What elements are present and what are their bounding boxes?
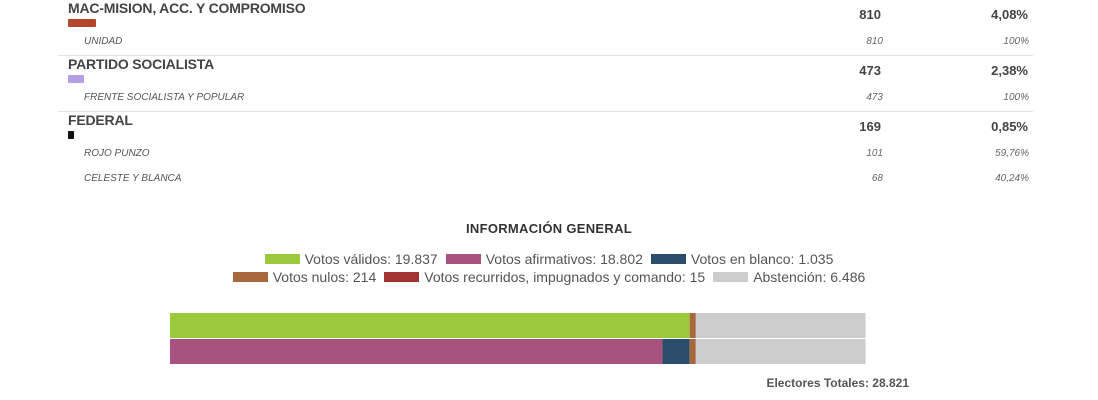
- general-info-title: INFORMACIÓN GENERAL: [465, 221, 633, 236]
- legend-swatch: [445, 254, 481, 265]
- legend-label: Votos afirmativos: 18.802: [485, 251, 643, 267]
- electores-totales: Electores Totales: 28.821: [766, 376, 909, 390]
- list-name: UNIDAD: [84, 36, 123, 47]
- party-header: FEDERAL 169 0,85%: [58, 112, 1033, 142]
- party-header: MAC-MISION, ACC. Y COMPROMISO 810 4,08%: [58, 0, 1033, 30]
- party-name: MAC-MISION, ACC. Y COMPROMISO: [68, 0, 306, 16]
- legend-label: Votos en blanco: 1.035: [690, 251, 834, 267]
- list-row: UNIDAD 810 100%: [58, 36, 1033, 56]
- bar-segment-bottom: [695, 339, 866, 364]
- party-percent: 0,85%: [991, 119, 1028, 134]
- list-percent: 40,24%: [995, 173, 1029, 184]
- list-name: ROJO PUNZO: [84, 148, 150, 159]
- bar-segment-top: [695, 313, 866, 338]
- bar-segment-top: [689, 313, 696, 338]
- party-row: PARTIDO SOCIALISTA 473 2,38% FRENTE SOCIALI…: [58, 56, 1033, 112]
- party-votes: 169: [859, 119, 881, 134]
- legend-swatch: [264, 254, 300, 265]
- legend-row-1: Votos válidos: 19.837 Votos afirmativos: …: [0, 251, 1098, 267]
- legend-item: Votos nulos: 214: [232, 269, 377, 285]
- legend-item: Votos afirmativos: 18.802: [445, 251, 643, 267]
- results-table: MAC-MISION, ACC. Y COMPROMISO 810 4,08% UNI…: [58, 0, 1033, 192]
- party-color-swatch: [68, 75, 84, 83]
- bar-segment-bottom: [662, 339, 690, 364]
- legend-label: Abstención: 6.486: [753, 269, 866, 285]
- list-name: CELESTE Y BLANCA: [84, 173, 182, 184]
- bar-segment-bottom: [170, 339, 663, 364]
- list-row: ROJO PUNZO 101 59,76%: [58, 148, 1033, 168]
- legend-swatch: [650, 254, 686, 265]
- list-percent: 100%: [1003, 92, 1029, 103]
- legend-label: Votos válidos: 19.837: [304, 251, 438, 267]
- legend-label: Votos recurridos, impugnados y comando: …: [424, 269, 706, 285]
- bar-segment-bottom: [689, 339, 696, 364]
- list-percent: 100%: [1003, 36, 1029, 47]
- party-row: MAC-MISION, ACC. Y COMPROMISO 810 4,08% UNI…: [58, 0, 1033, 56]
- party-percent: 4,08%: [991, 7, 1028, 22]
- list-votes: 101: [866, 148, 883, 159]
- party-votes: 473: [859, 63, 881, 78]
- legend-item: Votos recurridos, impugnados y comando: …: [384, 269, 705, 285]
- legend-item: Votos válidos: 19.837: [264, 251, 438, 267]
- party-row: FEDERAL 169 0,85% ROJO PUNZO 101 59,76% CELEST…: [58, 112, 1033, 192]
- party-header: PARTIDO SOCIALISTA 473 2,38%: [58, 56, 1033, 86]
- party-color-swatch: [68, 19, 96, 27]
- bar-segment-top: [170, 313, 690, 338]
- legend-swatch: [384, 272, 420, 283]
- legend-swatch: [232, 272, 268, 283]
- list-votes: 473: [866, 92, 883, 103]
- party-votes: 810: [859, 7, 881, 22]
- list-votes: 68: [871, 173, 883, 184]
- stacked-bar-chart: [170, 313, 866, 364]
- list-votes: 810: [866, 36, 883, 47]
- list-name: FRENTE SOCIALISTA Y POPULAR: [84, 92, 245, 103]
- party-percent: 2,38%: [991, 63, 1028, 78]
- legend-label: Votos nulos: 214: [272, 269, 377, 285]
- party-name: FEDERAL: [68, 112, 133, 128]
- party-name: PARTIDO SOCIALISTA: [68, 56, 214, 72]
- list-percent: 59,76%: [995, 148, 1029, 159]
- legend-item: Abstención: 6.486: [713, 269, 865, 285]
- party-color-swatch: [68, 131, 74, 139]
- legend-item: Votos en blanco: 1.035: [650, 251, 834, 267]
- legend-row-2: Votos nulos: 214 Votos recurridos, impugn…: [0, 269, 1098, 285]
- list-row: CELESTE Y BLANCA 68 40,24%: [58, 173, 1033, 193]
- legend-swatch: [713, 272, 749, 283]
- list-row: FRENTE SOCIALISTA Y POPULAR 473 100%: [58, 92, 1033, 112]
